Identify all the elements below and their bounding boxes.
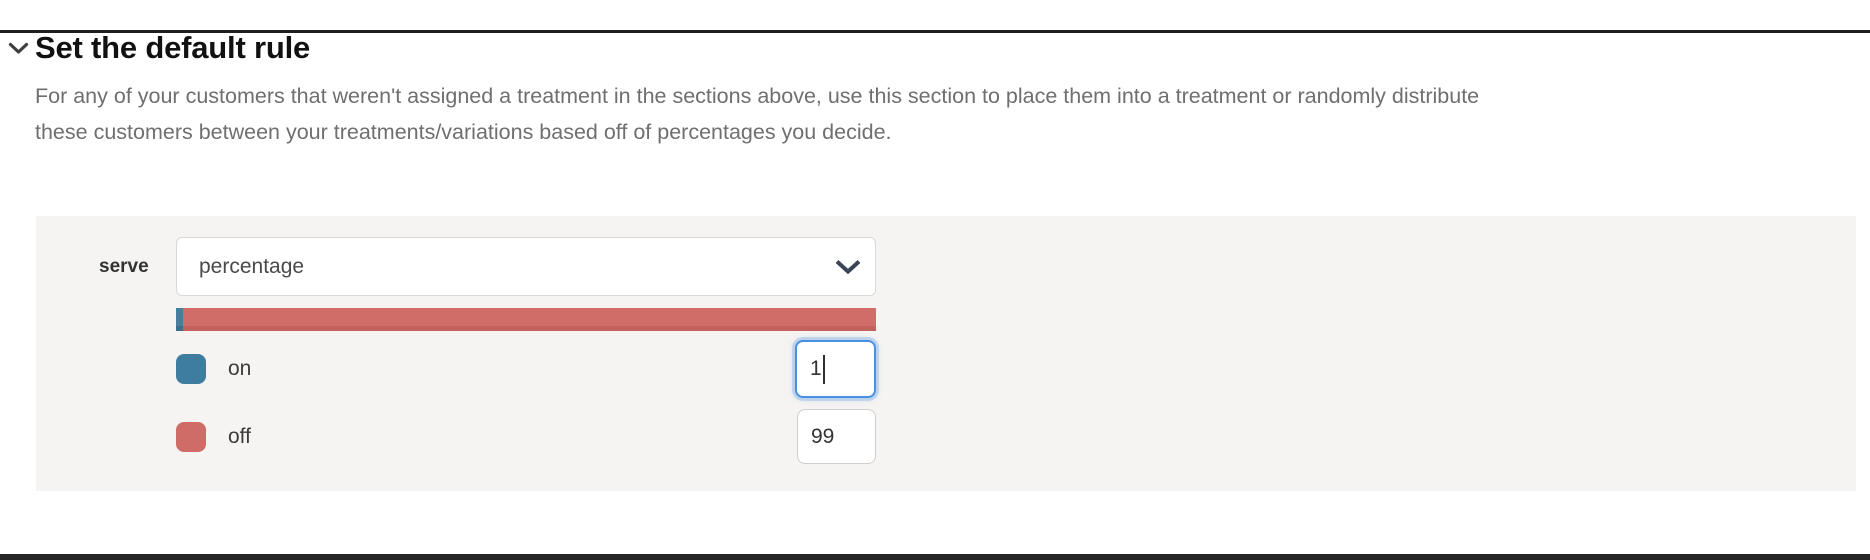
treatment-off-label: off (228, 424, 251, 448)
serve-select-value: percentage (199, 254, 305, 278)
chevron-down-icon[interactable] (8, 42, 29, 55)
percentage-distribution-bar (176, 308, 876, 331)
treatment-off-swatch (176, 421, 206, 452)
text-caret (823, 355, 825, 384)
default-rule-panel: serve percentage on off (36, 216, 1856, 491)
treatment-on-percentage-input[interactable] (795, 340, 876, 398)
treatment-on-swatch (176, 354, 206, 384)
section-title: Set the default rule (35, 30, 311, 65)
treatment-row-on: on (176, 340, 876, 398)
section-description: For any of your customers that weren't a… (35, 84, 1480, 144)
distribution-segment-on (176, 308, 183, 331)
bottom-divider (0, 554, 1870, 560)
treatment-off-percentage-input[interactable] (797, 409, 876, 464)
distribution-segment-off (183, 308, 876, 331)
treatment-on-percentage-wrap (795, 340, 876, 398)
treatment-off-percentage-wrap (797, 409, 876, 464)
treatment-on-label: on (228, 357, 252, 380)
select-chevron-down-icon (835, 259, 861, 274)
treatment-row-off: off (176, 409, 876, 464)
serve-select[interactable]: percentage (176, 237, 876, 296)
serve-row: serve percentage (36, 237, 1856, 296)
default-rule-section-toggle[interactable]: Set the default rule (8, 30, 1870, 66)
top-divider (0, 30, 1870, 33)
serve-label: serve (99, 255, 149, 277)
